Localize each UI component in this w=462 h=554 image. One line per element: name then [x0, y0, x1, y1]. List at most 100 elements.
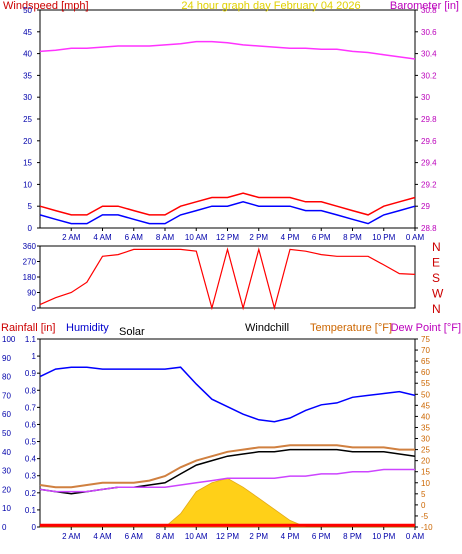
wind-time-label: 0 AM — [406, 233, 425, 242]
direction-y-tick-label: 180 — [23, 273, 37, 282]
dewpoint-axis-title: Dew Point [°F] — [391, 322, 461, 334]
wind-y-tick-label: 5 — [28, 202, 33, 211]
humidity-y-tick-label: 10 — [2, 504, 11, 513]
rain-y-tick-label: 1 — [32, 352, 37, 361]
direction-compass-label: W — [432, 287, 444, 301]
temp-time-label: 4 AM — [93, 532, 112, 541]
temp-y-tick-label: 50 — [421, 390, 430, 399]
temp-y-tick-label: 0 — [421, 501, 426, 510]
direction-compass-label: N — [432, 240, 441, 254]
direction-y-tick-label: 270 — [23, 258, 37, 267]
temp-y-tick-label: 20 — [421, 457, 430, 466]
direction-plot-area — [39, 245, 416, 309]
temp-time-label: 6 PM — [312, 532, 331, 541]
humidity-y-tick-label: 40 — [2, 448, 11, 457]
humidity-y-tick-label: 60 — [2, 410, 11, 419]
barometer-y-tick-label: 29.8 — [421, 115, 437, 124]
humidity-y-tick-label: 30 — [2, 467, 11, 476]
wind-time-label: 4 AM — [93, 233, 112, 242]
temp-y-tick-label: 75 — [421, 335, 430, 344]
humidity-y-tick-label: 20 — [2, 485, 11, 494]
direction-y-tick-label: 0 — [32, 304, 37, 313]
wind-time-label: 2 AM — [62, 233, 81, 242]
wind-y-tick-label: 40 — [23, 50, 32, 59]
barometer-y-tick-label: 29 — [421, 202, 430, 211]
temp-time-label: 2 PM — [249, 532, 268, 541]
temp-y-tick-label: -10 — [421, 523, 433, 532]
rain-y-tick-label: 0.4 — [25, 455, 37, 464]
rain-y-tick-label: 0.1 — [25, 506, 37, 515]
rain-y-tick-label: 0 — [32, 523, 37, 532]
direction-y-tick-label: 90 — [27, 289, 36, 298]
direction-compass-label: N — [432, 302, 441, 316]
humidity-y-tick-label: 70 — [2, 391, 11, 400]
wind-y-tick-label: 30 — [23, 93, 32, 102]
temp-time-label: 10 PM — [372, 532, 395, 541]
wind-y-tick-label: 50 — [23, 6, 32, 15]
temp-time-label: 6 AM — [125, 532, 144, 541]
wind-time-label: 10 PM — [372, 233, 395, 242]
wind-axis-title: Windspeed [mph] — [3, 0, 89, 12]
wind-time-label: 6 AM — [125, 233, 144, 242]
wind-speed-line — [39, 201, 416, 225]
rain-y-tick-label: 1.1 — [25, 335, 37, 344]
wind-y-tick-label: 45 — [23, 28, 32, 37]
temp-y-tick-label: 35 — [421, 423, 430, 432]
wind-time-label: 2 PM — [249, 233, 268, 242]
windchill-label: Windchill — [245, 322, 289, 334]
rain-y-tick-label: 0.7 — [25, 403, 37, 412]
temp-y-tick-label: -5 — [421, 512, 429, 521]
humidity-y-tick-label: 50 — [2, 429, 11, 438]
temp-y-tick-label: 65 — [421, 357, 430, 366]
wind-time-label: 4 PM — [281, 233, 300, 242]
wind-y-tick-label: 35 — [23, 71, 32, 80]
chart-title: 24 hour graph day February 04 2026 — [181, 0, 360, 12]
generated-marks: 0510152025303540455028.82929.229.429.629… — [2, 6, 444, 541]
barometer-y-tick-label: 30.2 — [421, 71, 437, 80]
rain-y-tick-label: 0.9 — [25, 369, 37, 378]
barometer-y-tick-label: 29.2 — [421, 180, 437, 189]
barometer-y-tick-label: 29.4 — [421, 159, 437, 168]
rain-y-tick-label: 0.2 — [25, 489, 37, 498]
direction-y-tick-label: 360 — [23, 242, 37, 251]
temp-y-tick-label: 60 — [421, 368, 430, 377]
rain-y-tick-label: 0.5 — [25, 438, 37, 447]
wind-y-tick-label: 25 — [23, 115, 32, 124]
barometer-y-tick-label: 30.8 — [421, 6, 437, 15]
dewpoint-line — [39, 468, 415, 493]
wind-direction-line — [39, 247, 416, 311]
temp-y-tick-label: 10 — [421, 479, 430, 488]
temperature-line — [39, 444, 415, 489]
barometer-y-tick-label: 29.6 — [421, 137, 437, 146]
temp-y-tick-label: 25 — [421, 446, 430, 455]
wind-y-tick-label: 10 — [23, 180, 32, 189]
rainfall-axis-title: Rainfall [in] — [1, 322, 55, 334]
temp-time-label: 2 AM — [62, 532, 81, 541]
rain-y-tick-label: 0.8 — [25, 386, 37, 395]
rain-y-tick-label: 0.6 — [25, 420, 37, 429]
humidity-y-tick-label: 90 — [2, 354, 11, 363]
wind-gust-line — [39, 192, 416, 216]
direction-compass-label: E — [432, 256, 440, 270]
humidity-axis-title: Humidity — [66, 322, 109, 334]
barometer-y-tick-label: 30 — [421, 93, 430, 102]
solar-label: Solar — [119, 326, 145, 338]
humidity-y-tick-label: 100 — [2, 335, 16, 344]
wind-y-tick-label: 0 — [28, 224, 33, 233]
temp-y-tick-label: 70 — [421, 346, 430, 355]
wind-time-label: 6 PM — [312, 233, 331, 242]
temp-y-tick-label: 5 — [421, 490, 426, 499]
solar-area — [40, 477, 415, 528]
barometer-line — [39, 40, 416, 60]
temp-time-label: 8 AM — [156, 532, 175, 541]
direction-compass-label: S — [432, 271, 440, 285]
wind-plot-area — [39, 9, 416, 229]
temp-y-tick-label: 30 — [421, 435, 430, 444]
wind-y-tick-label: 15 — [23, 159, 32, 168]
temp-y-tick-label: 40 — [421, 412, 430, 421]
temp-y-tick-label: 55 — [421, 379, 430, 388]
barometer-y-tick-label: 28.8 — [421, 224, 437, 233]
barometer-y-tick-label: 30.4 — [421, 50, 437, 59]
temp-time-label: 12 PM — [216, 532, 239, 541]
